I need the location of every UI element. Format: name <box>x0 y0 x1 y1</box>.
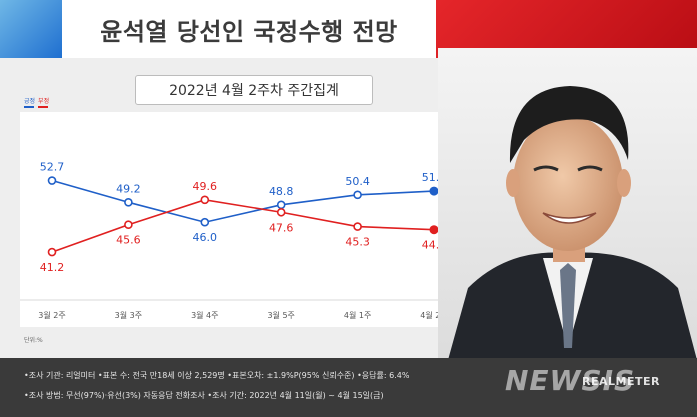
legend-item-negative: 부정 <box>38 96 49 108</box>
chart-card <box>20 112 506 327</box>
legend-swatch-positive <box>24 106 34 108</box>
data-point-positive <box>200 217 210 227</box>
data-label-negative: 45.3 <box>345 236 370 249</box>
title-box: 윤석열 당선인 국정수행 전망 <box>62 0 436 58</box>
chart-legend: 긍정 부정 <box>24 96 49 108</box>
data-label-negative: 41.2 <box>40 261 65 274</box>
x-tick-label: 3월 4주 <box>191 310 218 320</box>
x-tick-label: 4월 2주 <box>420 310 447 320</box>
x-tick-label: 3월 2주 <box>38 310 65 320</box>
data-point-negative <box>47 247 57 257</box>
header-blue-bar <box>0 0 62 58</box>
x-tick-label: 3월 5주 <box>267 310 294 320</box>
legend-label-negative: 부정 <box>38 98 50 105</box>
data-label-positive: 46.0 <box>193 231 218 244</box>
page-title: 윤석열 당선인 국정수행 전망 <box>100 17 398 46</box>
data-label-negative: 47.6 <box>269 221 294 234</box>
data-point-negative <box>276 207 286 217</box>
footer-line-survey: •조사 기관: 리얼미터 •표본 수: 전국 만18세 이상 2,529명 •표… <box>24 371 410 380</box>
data-point-negative <box>353 222 362 231</box>
data-label-positive: 49.2 <box>116 182 141 195</box>
footer-line-method: •조사 방법: 무선(97%)·유선(3%) 자동응답 전화조사 •조사 기간:… <box>24 391 384 400</box>
data-point-positive <box>429 186 439 196</box>
series-line-positive <box>51 179 435 224</box>
data-label-positive: 50.4 <box>345 175 370 188</box>
legend-swatch-negative <box>38 106 49 108</box>
legend-label-positive: 긍정 <box>24 98 36 105</box>
series-line-negative <box>51 199 435 253</box>
footer-notes: •조사 기관: 리얼미터 •표본 수: 전국 만18세 이상 2,529명 •표… <box>0 358 697 417</box>
data-label-positive: 48.8 <box>269 185 294 198</box>
data-label-positive: 52.7 <box>40 161 65 174</box>
data-point-positive <box>276 200 286 210</box>
data-point-negative <box>200 195 210 205</box>
chart-subtitle: 2022년 4월 2주차 주간집계 <box>135 75 373 105</box>
data-point-positive <box>47 176 57 185</box>
data-point-negative <box>429 225 439 235</box>
data-point-negative <box>124 220 133 230</box>
legend-item-positive: 긍정 <box>24 96 35 108</box>
unit-note: 단위:% <box>24 337 43 344</box>
data-point-positive <box>353 190 362 200</box>
portrait-photo <box>438 48 697 360</box>
x-tick-label: 3월 3주 <box>115 310 142 320</box>
data-point-positive <box>124 198 133 207</box>
data-label-negative: 49.6 <box>193 180 218 193</box>
realmeter-watermark: REALMETER <box>582 375 660 388</box>
x-tick-label: 4월 1주 <box>344 310 371 320</box>
data-label-negative: 45.6 <box>116 234 141 247</box>
newsis-watermark: NEWSIS <box>505 364 636 397</box>
